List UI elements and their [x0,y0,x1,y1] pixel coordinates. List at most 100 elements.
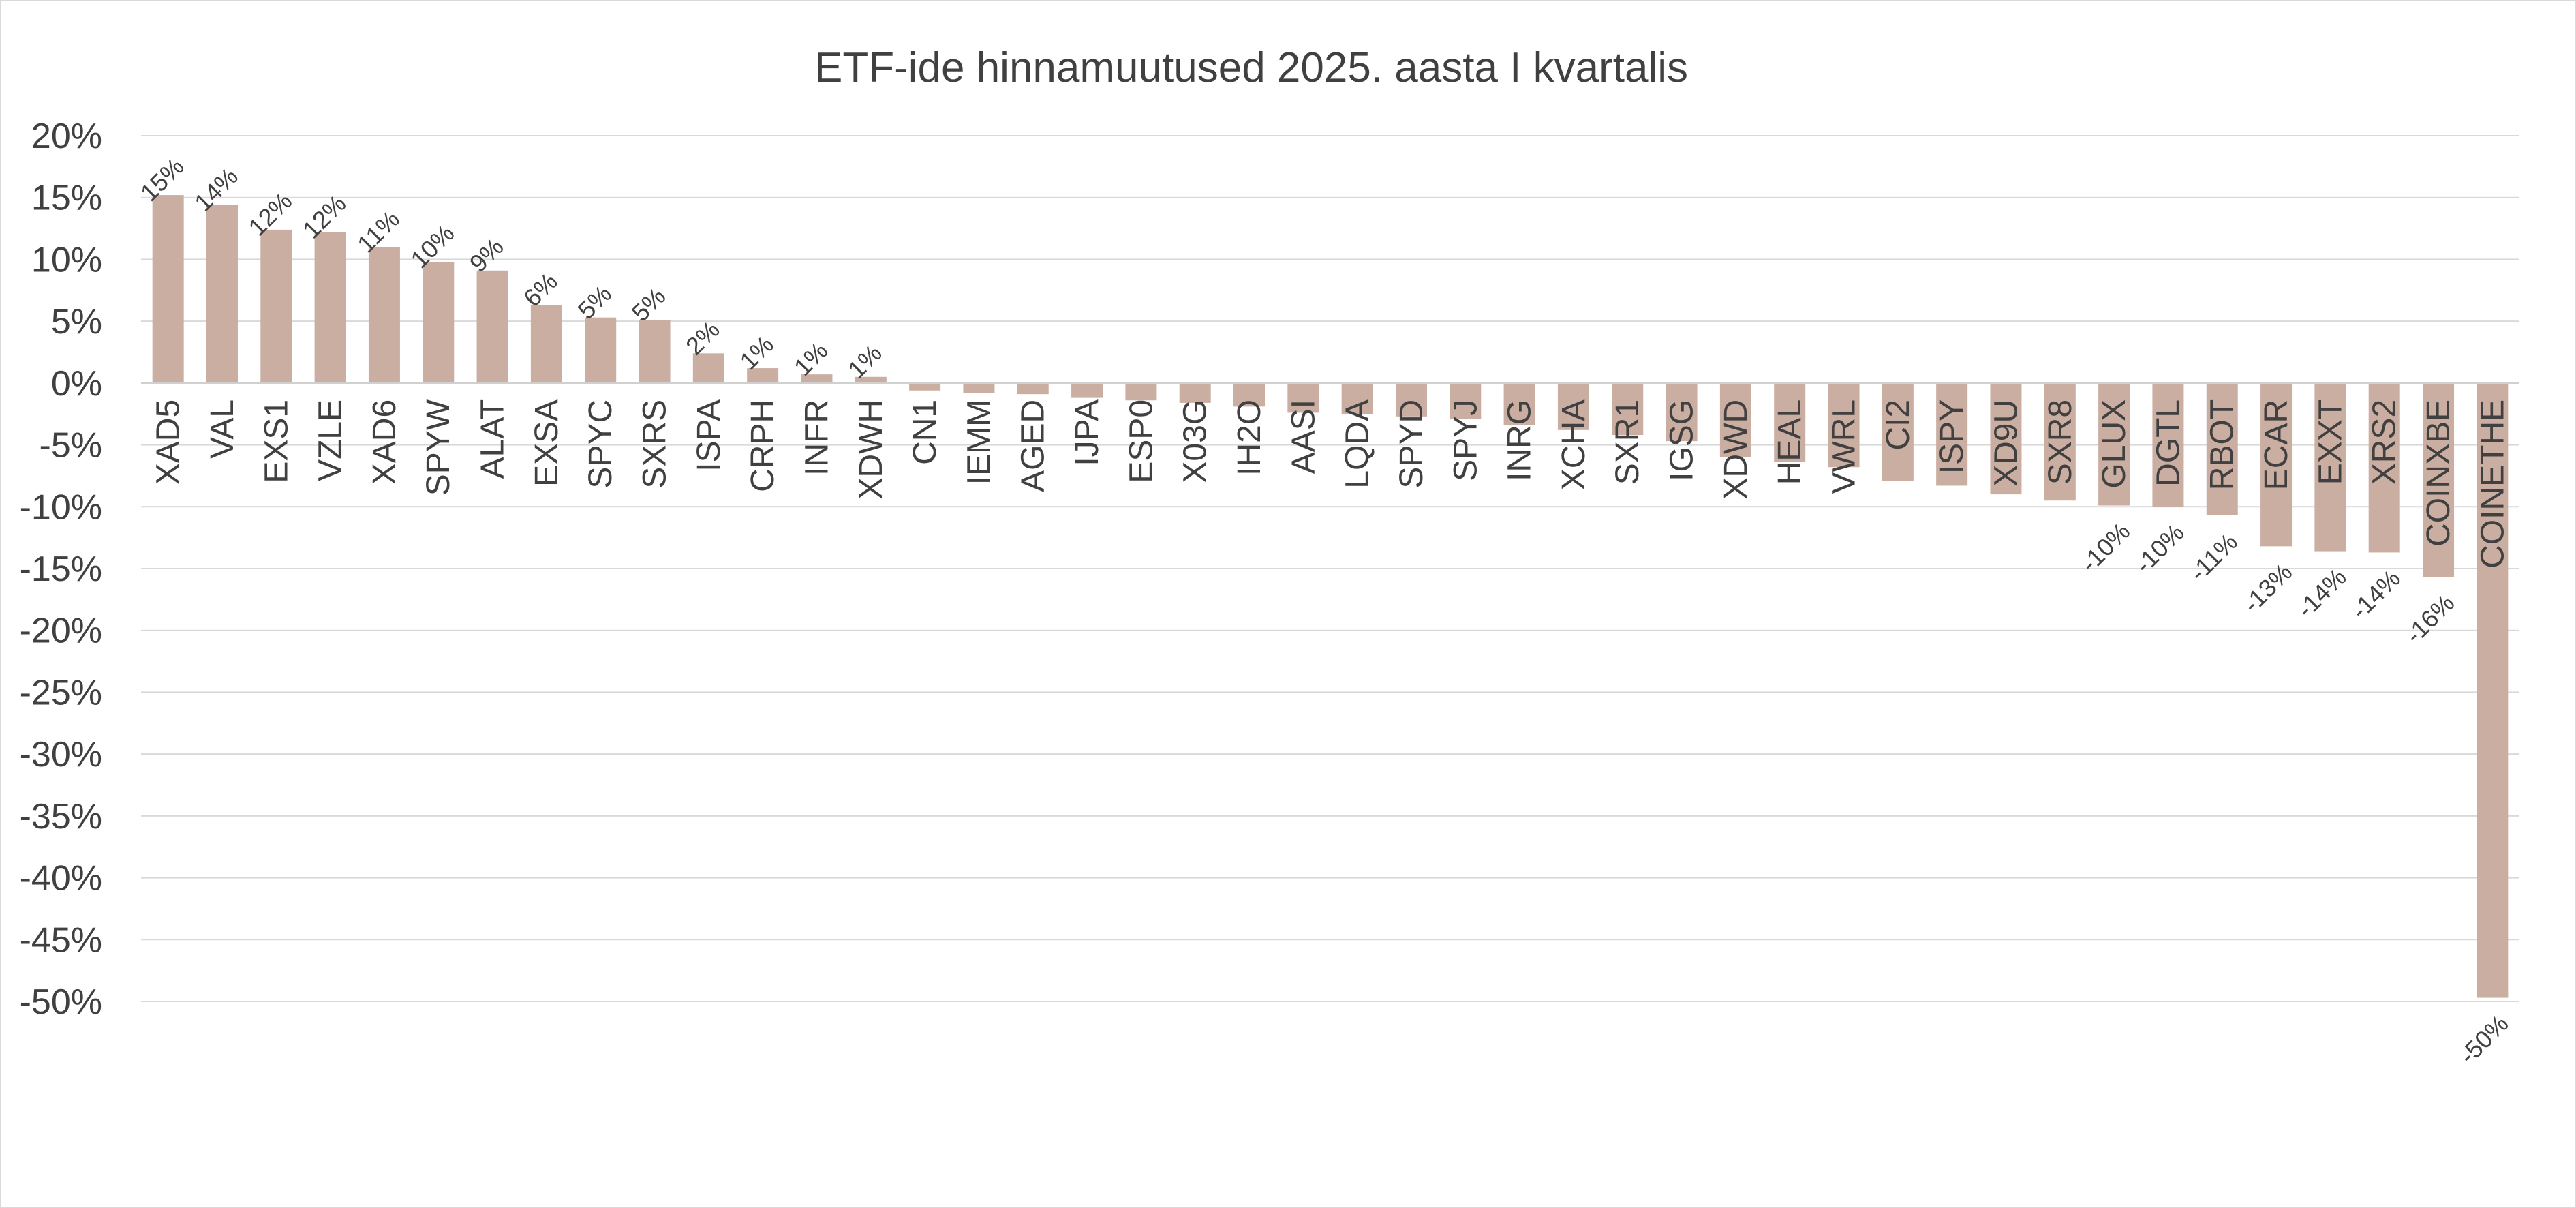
category-label: SXRS [637,399,673,489]
bar [1395,382,1427,417]
bar [1125,382,1157,401]
category-label: ECAR [2258,399,2295,490]
category-label: INFR [799,399,835,476]
category-label: X03G [1178,399,1214,483]
y-tick-label: 15% [31,179,102,218]
bar [1936,382,1968,486]
bar [1612,382,1644,436]
category-label: EXS1 [258,399,294,483]
bar [1719,382,1751,457]
category-label: AGED [1015,399,1052,492]
category-label: LQDA [1340,399,1376,489]
category-label: VZLE [313,399,349,481]
bar [314,232,346,383]
category-label: DGTL [2150,399,2186,487]
category-label: ESP0 [1123,399,1159,483]
bar [692,353,724,383]
bar [2260,382,2293,547]
category-label: XDWD [1718,399,1754,500]
bar [2098,382,2130,506]
data-label: -16% [2399,589,2459,649]
category-labels: XAD5 VAL EXS1 VZLE XAD6 SPYW ALAT EXSA SPYC SXRS I… [151,399,2511,569]
bar [1828,382,1860,468]
y-tick-label: -35% [20,797,102,836]
bar [1557,382,1589,430]
category-label: SPYD [1394,399,1430,489]
bar [1666,382,1698,442]
bar [2423,382,2455,577]
y-tick-label: 10% [31,240,102,280]
category-label: CRPH [745,399,781,492]
y-tick-label: -40% [20,859,102,899]
category-label: COINXBE [2421,399,2457,547]
y-tick-label: -45% [20,920,102,960]
bar [2314,382,2346,552]
data-label: -13% [2237,558,2297,618]
category-label: XAD6 [367,399,403,485]
y-tick-label: -30% [20,735,102,774]
bar [747,368,779,383]
y-tick-label: 0% [51,364,102,404]
bar [909,382,941,391]
category-label: IH2O [1231,399,1268,476]
bar [1990,382,2022,495]
bar [585,317,617,383]
bar [2368,382,2400,553]
chart-title: ETF-ide hinnamuutused 2025. aasta I kvar… [814,44,1688,91]
bar [1017,382,1049,395]
bar [855,376,887,383]
bar [530,305,562,383]
gridlines [141,135,2519,1002]
category-label: EXSA [529,399,565,487]
category-label: IEMM [961,399,997,485]
bar [1233,382,1266,407]
category-label: VWRL [1826,399,1862,494]
category-label: XCHA [1556,399,1592,490]
bar [368,247,400,383]
bar [206,205,238,383]
category-label: RBOT [2205,399,2241,490]
category-label: HEAL [1772,399,1808,485]
bars [152,195,2509,998]
bar [1450,382,1482,419]
bar [1341,382,1373,414]
category-label: EXXT [2312,399,2348,485]
category-label: ISPA [691,399,727,472]
y-tick-label: -20% [20,611,102,651]
data-label: -50% [2453,1010,2513,1070]
category-label: COINETHE [2474,399,2511,569]
bar [476,270,508,383]
category-label: CN1 [907,399,943,465]
category-label: XD9U [1988,399,2024,487]
bar [260,229,292,383]
category-label: ALAT [475,399,511,479]
y-tick-label: -10% [20,487,102,527]
y-tick-label: -15% [20,549,102,589]
category-label: ISPY [1934,399,1970,474]
category-label: IGSG [1664,399,1700,481]
data-label: -10% [2129,518,2189,578]
data-label: -11% [2184,528,2243,587]
bar [1071,382,1103,398]
bar [1503,382,1535,425]
data-label: -14% [2346,564,2406,624]
bar [1774,382,1806,462]
bar [1179,382,1211,403]
category-label: SPYJ [1447,399,1484,481]
bar [2477,382,2509,998]
category-label: XDWH [853,399,889,500]
y-tick-label: 5% [51,302,102,342]
bar [1882,382,1914,481]
y-tick-label: 20% [31,117,102,156]
bar [2206,382,2238,515]
bar [963,382,995,393]
bar [2152,382,2184,507]
category-label: GLUX [2096,399,2132,489]
bar [2044,382,2076,501]
category-label: SXR1 [1610,399,1646,485]
bar [1287,382,1319,413]
bar [801,374,833,383]
y-tick-label: -5% [40,426,102,466]
